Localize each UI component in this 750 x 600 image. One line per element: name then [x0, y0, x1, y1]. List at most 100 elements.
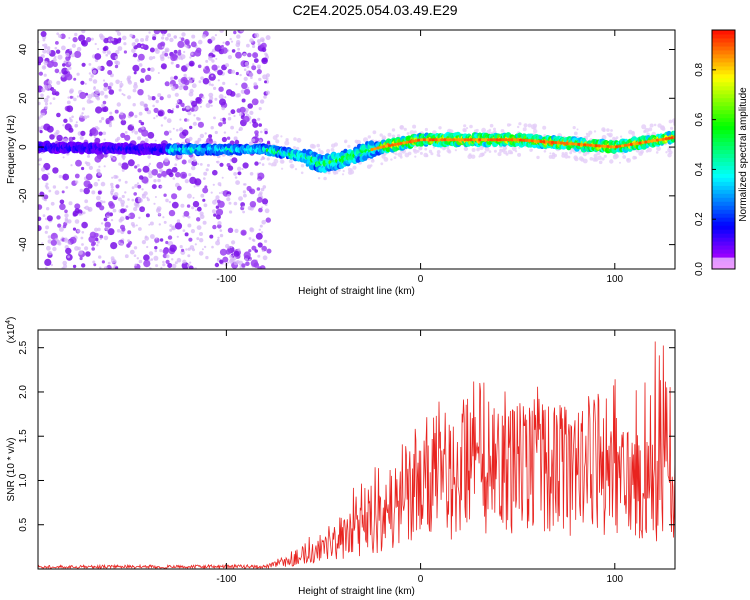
noise-point	[74, 50, 82, 59]
spectral-peak	[495, 138, 499, 142]
noise-point	[64, 123, 72, 131]
noise-point	[135, 203, 140, 208]
noise-point	[214, 34, 217, 37]
noise-point	[118, 218, 123, 223]
noise-point	[56, 215, 61, 220]
noise-point	[202, 77, 210, 85]
noise-point	[40, 167, 46, 172]
noise-point	[543, 150, 547, 153]
noise-point	[175, 103, 178, 106]
noise-point	[619, 161, 621, 164]
noise-point	[75, 121, 78, 124]
noise-point	[189, 125, 193, 130]
spectral-peak	[422, 138, 427, 142]
noise-point	[279, 159, 285, 164]
noise-point	[217, 69, 223, 76]
noise-point	[215, 57, 218, 60]
noise-point	[155, 237, 158, 240]
noise-point	[54, 91, 60, 96]
noise-point	[135, 224, 138, 227]
noise-point	[259, 191, 263, 195]
spectral-peak	[641, 140, 645, 145]
noise-point	[191, 165, 196, 171]
noise-point	[114, 56, 118, 60]
noise-point	[171, 263, 177, 269]
noise-point	[258, 228, 261, 231]
noise-point	[180, 37, 185, 41]
noise-point	[243, 251, 251, 259]
noise-point	[43, 73, 47, 77]
noise-point	[204, 185, 208, 189]
noise-point	[62, 156, 65, 159]
noise-point	[161, 170, 168, 177]
spectral-peak	[574, 142, 578, 146]
noise-point	[183, 85, 189, 91]
noise-point	[251, 138, 256, 142]
noise-point	[68, 66, 72, 70]
noise-point	[174, 261, 178, 265]
spectral-point	[302, 148, 307, 154]
noise-point	[109, 212, 113, 217]
noise-point	[133, 206, 138, 212]
noise-point	[161, 46, 164, 49]
noise-point	[79, 256, 83, 261]
noise-point	[90, 37, 94, 41]
noise-point	[124, 254, 129, 259]
noise-point	[226, 197, 231, 202]
noise-point	[194, 243, 197, 246]
spectral-peak	[524, 138, 529, 142]
spectral-peak	[382, 145, 386, 149]
noise-point	[238, 196, 243, 202]
noise-point	[168, 200, 172, 204]
noise-point	[243, 115, 250, 123]
noise-point	[517, 152, 522, 157]
noise-point	[108, 124, 112, 128]
noise-point	[667, 153, 672, 158]
noise-point	[393, 156, 397, 160]
colorbar-step	[712, 93, 735, 99]
y-axis-label: SNR (10 * v/v)	[6, 438, 17, 502]
noise-point	[128, 212, 136, 220]
noise-point	[144, 236, 149, 241]
noise-point	[134, 183, 139, 188]
noise-point	[352, 165, 357, 170]
noise-point	[236, 93, 241, 98]
noise-point	[86, 161, 91, 167]
noise-point	[266, 248, 272, 254]
noise-point	[185, 63, 190, 68]
noise-point	[241, 167, 244, 171]
noise-point	[576, 128, 579, 131]
colorbar-step	[712, 185, 735, 190]
noise-point	[133, 254, 137, 257]
noise-point	[168, 130, 172, 134]
noise-point	[199, 211, 204, 216]
noise-point	[158, 223, 161, 226]
spectral-point	[672, 130, 675, 136]
noise-point	[61, 74, 65, 78]
noise-point	[249, 72, 254, 77]
colorbar-step	[712, 109, 735, 115]
noise-point	[57, 223, 62, 228]
noise-point	[66, 100, 71, 105]
spectral-peak	[577, 142, 581, 146]
noise-point	[190, 52, 194, 56]
noise-point	[141, 240, 146, 245]
noise-point	[258, 77, 262, 82]
noise-point	[390, 158, 393, 161]
noise-point	[58, 174, 63, 179]
noise-point	[231, 240, 236, 245]
noise-point	[116, 229, 121, 233]
noise-point	[103, 266, 108, 269]
spectral-peak	[565, 141, 569, 146]
noise-point	[131, 186, 135, 190]
noise-point	[132, 64, 140, 72]
noise-point	[62, 260, 67, 266]
noise-point	[47, 172, 50, 176]
noise-point	[92, 260, 96, 264]
colorbar-step	[712, 161, 735, 166]
noise-point	[254, 161, 259, 166]
noise-point	[589, 157, 594, 161]
noise-point	[622, 155, 627, 159]
noise-point	[83, 187, 90, 195]
spectral-peak	[405, 140, 409, 144]
